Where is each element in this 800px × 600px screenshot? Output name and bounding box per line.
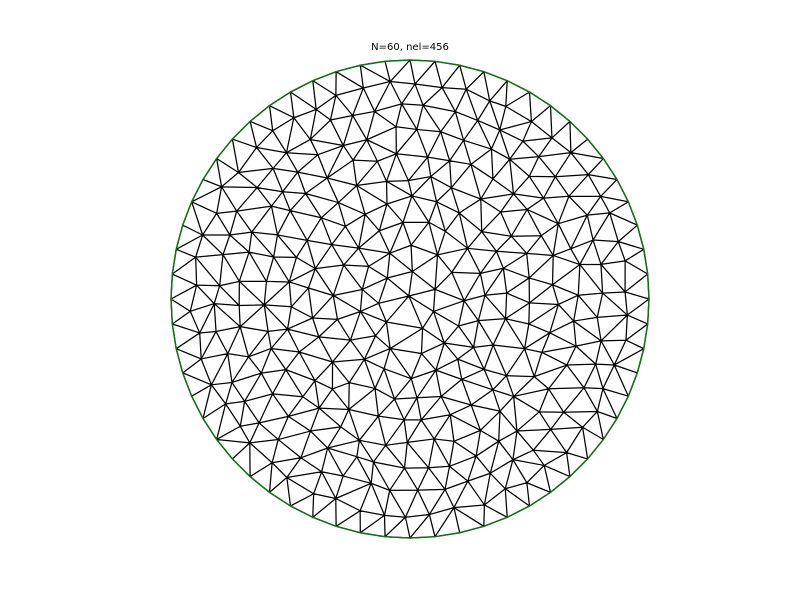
- plot-title: N=60, nel=456: [371, 42, 449, 53]
- mesh-boundary: [170, 59, 650, 539]
- mesh-edge-lines: [170, 59, 650, 539]
- boundary-outline: [170, 59, 650, 539]
- mesh-edges: [170, 59, 650, 539]
